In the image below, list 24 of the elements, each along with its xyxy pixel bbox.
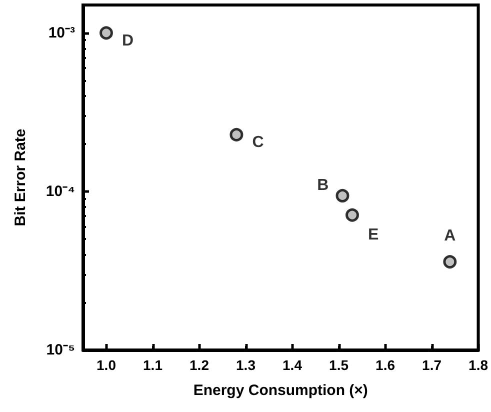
- point: [346, 208, 359, 222]
- y-tick-label: 10⁻⁵: [46, 342, 75, 358]
- x-tick-label: 1.7: [422, 357, 442, 373]
- annotation: B: [317, 177, 329, 194]
- text: 1.0: [96, 357, 116, 373]
- point: [100, 26, 113, 40]
- x-tick-label: 1.5: [329, 357, 349, 373]
- point: [443, 255, 457, 269]
- annotation: D: [122, 32, 134, 50]
- x-tick-label: 1.1: [143, 357, 163, 373]
- point: [336, 188, 350, 202]
- annotation: E: [368, 226, 379, 244]
- annotation: C: [252, 134, 264, 152]
- x-axis-title: Energy Consumption (×): [193, 382, 368, 399]
- y-axis-title: Bit Error Rate: [12, 128, 29, 226]
- x-tick-label: 1.4: [282, 357, 302, 373]
- annotation: A: [444, 228, 456, 245]
- y-tick-label: 10⁻⁴: [46, 182, 75, 200]
- x-tick-label: 1.3: [236, 357, 256, 373]
- x-tick-label: 1.8: [468, 357, 488, 373]
- x-tick-label: 1.6: [376, 357, 396, 373]
- x-tick-label: 1.2: [190, 357, 210, 373]
- y-tick-label: 10⁻³: [48, 24, 75, 42]
- point: [230, 128, 244, 142]
